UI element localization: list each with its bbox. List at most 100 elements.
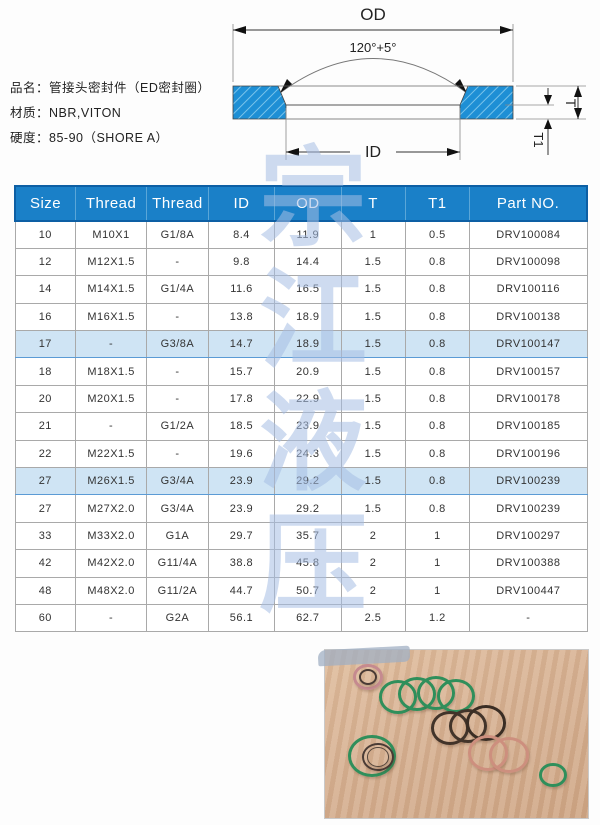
table-cell: 13.8 bbox=[207, 302, 276, 332]
table-cell: 1.2 bbox=[404, 603, 471, 633]
table-cell: 16.5 bbox=[274, 275, 342, 304]
col-header-t1-6: T1 bbox=[404, 185, 471, 222]
table-cell: DRV100447 bbox=[469, 576, 588, 605]
table-cell: 1 bbox=[404, 576, 471, 605]
product-material-line: 材质：NBR,VITON bbox=[10, 106, 122, 120]
table-cell: 21 bbox=[14, 412, 77, 441]
table-cell: 1.5 bbox=[340, 494, 406, 523]
table-cell: 18.9 bbox=[274, 302, 342, 332]
table-row: 12 M12X1.5-9.8 14.4 1.5 0.8 DRV100098 bbox=[14, 247, 588, 277]
id-dim-label: ID bbox=[365, 144, 381, 161]
table-cell: G3/4A bbox=[146, 494, 209, 523]
table-row: 18 M18X1.5-15.7 20.9 1.5 0.8 DRV100157 bbox=[14, 357, 588, 386]
table-cell: 35.7 bbox=[274, 521, 342, 551]
table-cell: 1.5 bbox=[340, 247, 406, 277]
table-cell: 1.5 bbox=[340, 357, 406, 386]
table-cell: 29.2 bbox=[274, 467, 342, 496]
table-cell: M10X1 bbox=[75, 220, 148, 249]
table-cell: DRV100116 bbox=[469, 275, 588, 304]
table-cell: M48X2.0 bbox=[75, 576, 148, 605]
table-row: 10 M10X1 G1/8A 8.4 11.9 1 0.5 DRV100084 bbox=[14, 220, 588, 249]
table-cell: - bbox=[75, 603, 148, 633]
table-cell: 1.5 bbox=[340, 302, 406, 332]
table-cell: G1/4A bbox=[146, 275, 209, 304]
table-cell: 17 bbox=[14, 330, 77, 359]
table-cell: - bbox=[146, 302, 209, 332]
table-cell: 17.8 bbox=[207, 384, 276, 414]
oring-shape bbox=[489, 737, 529, 773]
table-cell: 1.5 bbox=[340, 330, 406, 359]
product-name-line: 品名：管接头密封件（ED密封圈） bbox=[10, 81, 211, 95]
table-cell: 1 bbox=[404, 521, 471, 551]
oring-shape bbox=[359, 669, 377, 685]
table-cell: 33 bbox=[14, 521, 77, 551]
oring-shape bbox=[539, 762, 567, 788]
table-cell: 18 bbox=[14, 357, 77, 386]
table-cell: M20X1.5 bbox=[75, 384, 148, 414]
table-cell: 44.7 bbox=[207, 576, 276, 605]
table-cell: 0.8 bbox=[404, 275, 471, 304]
table-cell: DRV100239 bbox=[469, 467, 588, 496]
table-cell: 11.6 bbox=[207, 275, 276, 304]
table-cell: 8.4 bbox=[207, 220, 276, 249]
table-cell: 0.8 bbox=[404, 384, 471, 414]
table-cell: 0.8 bbox=[404, 357, 471, 386]
table-cell: 62.7 bbox=[274, 603, 342, 633]
table-cell: DRV100297 bbox=[469, 521, 588, 551]
table-row: 60- G2A 56.1 62.7 2.5 1.2- bbox=[14, 603, 588, 633]
table-cell: G11/4A bbox=[146, 549, 209, 578]
col-header-size-0: Size bbox=[14, 185, 77, 222]
table-cell: 20 bbox=[14, 384, 77, 414]
table-cell: - bbox=[75, 412, 148, 441]
table-cell: 29.7 bbox=[207, 521, 276, 551]
table-cell: 45.8 bbox=[274, 549, 342, 578]
table-cell: DRV100098 bbox=[469, 247, 588, 277]
table-cell: M27X2.0 bbox=[75, 494, 148, 523]
table-cell: G3/4A bbox=[146, 467, 209, 496]
table-cell: DRV100388 bbox=[469, 549, 588, 578]
table-cell: 14.4 bbox=[274, 247, 342, 277]
table-row: 16 M16X1.5-13.8 18.9 1.5 0.8 DRV100138 bbox=[14, 302, 588, 332]
table-cell: DRV100239 bbox=[469, 494, 588, 523]
table-cell: 0.8 bbox=[404, 439, 471, 469]
oring-shape bbox=[362, 742, 394, 772]
table-cell: 11.9 bbox=[274, 220, 342, 249]
table-cell: M12X1.5 bbox=[75, 247, 148, 277]
table-cell: 38.8 bbox=[207, 549, 276, 578]
table-cell: 29.2 bbox=[274, 494, 342, 523]
table-cell: 23.9 bbox=[207, 467, 276, 496]
table-row: 42 M42X2.0 G11/4A 38.8 45.8 2 1 DRV100388 bbox=[14, 549, 588, 578]
table-cell: M14X1.5 bbox=[75, 275, 148, 304]
table-row: 33 M33X2.0 G1A 29.7 35.7 2 1 DRV100297 bbox=[14, 521, 588, 551]
table-cell: 14 bbox=[14, 275, 77, 304]
col-header-thread-2: Thread bbox=[146, 185, 209, 222]
table-cell: DRV100178 bbox=[469, 384, 588, 414]
table-cell: 27 bbox=[14, 467, 77, 496]
table-cell: 10 bbox=[14, 220, 77, 249]
table-row: 17- G3/8A 14.7 18.9 1.5 0.8 DRV100147 bbox=[14, 330, 588, 359]
table-cell: - bbox=[469, 603, 588, 633]
table-cell: - bbox=[75, 330, 148, 359]
col-header-thread-1: Thread bbox=[75, 185, 148, 222]
table-cell: 0.8 bbox=[404, 467, 471, 496]
table-cell: 56.1 bbox=[207, 603, 276, 633]
table-cell: 16 bbox=[14, 302, 77, 332]
table-cell: 60 bbox=[14, 603, 77, 633]
seal-section-left bbox=[232, 85, 287, 120]
table-cell: 23.9 bbox=[274, 412, 342, 441]
table-row: 27 M26X1.5 G3/4A 23.9 29.2 1.5 0.8 DRV100239 bbox=[14, 467, 588, 496]
table-cell: 0.8 bbox=[404, 412, 471, 441]
t1-dim-label: T1 bbox=[531, 132, 546, 147]
table-row: 22 M22X1.5-19.6 24.3 1.5 0.8 DRV100196 bbox=[14, 439, 588, 469]
oring-shape bbox=[367, 747, 389, 767]
table-cell: M33X2.0 bbox=[75, 521, 148, 551]
seal-section-right bbox=[459, 85, 514, 120]
seal-cross-section-diagram: OD 120°+5° ID T T1 bbox=[232, 5, 586, 161]
table-cell: 22.9 bbox=[274, 384, 342, 414]
table-cell: G11/2A bbox=[146, 576, 209, 605]
table-cell: 19.6 bbox=[207, 439, 276, 469]
oring-shape bbox=[437, 679, 475, 713]
table-cell: M16X1.5 bbox=[75, 302, 148, 332]
table-cell: G2A bbox=[146, 603, 209, 633]
table-cell: 2 bbox=[340, 521, 406, 551]
